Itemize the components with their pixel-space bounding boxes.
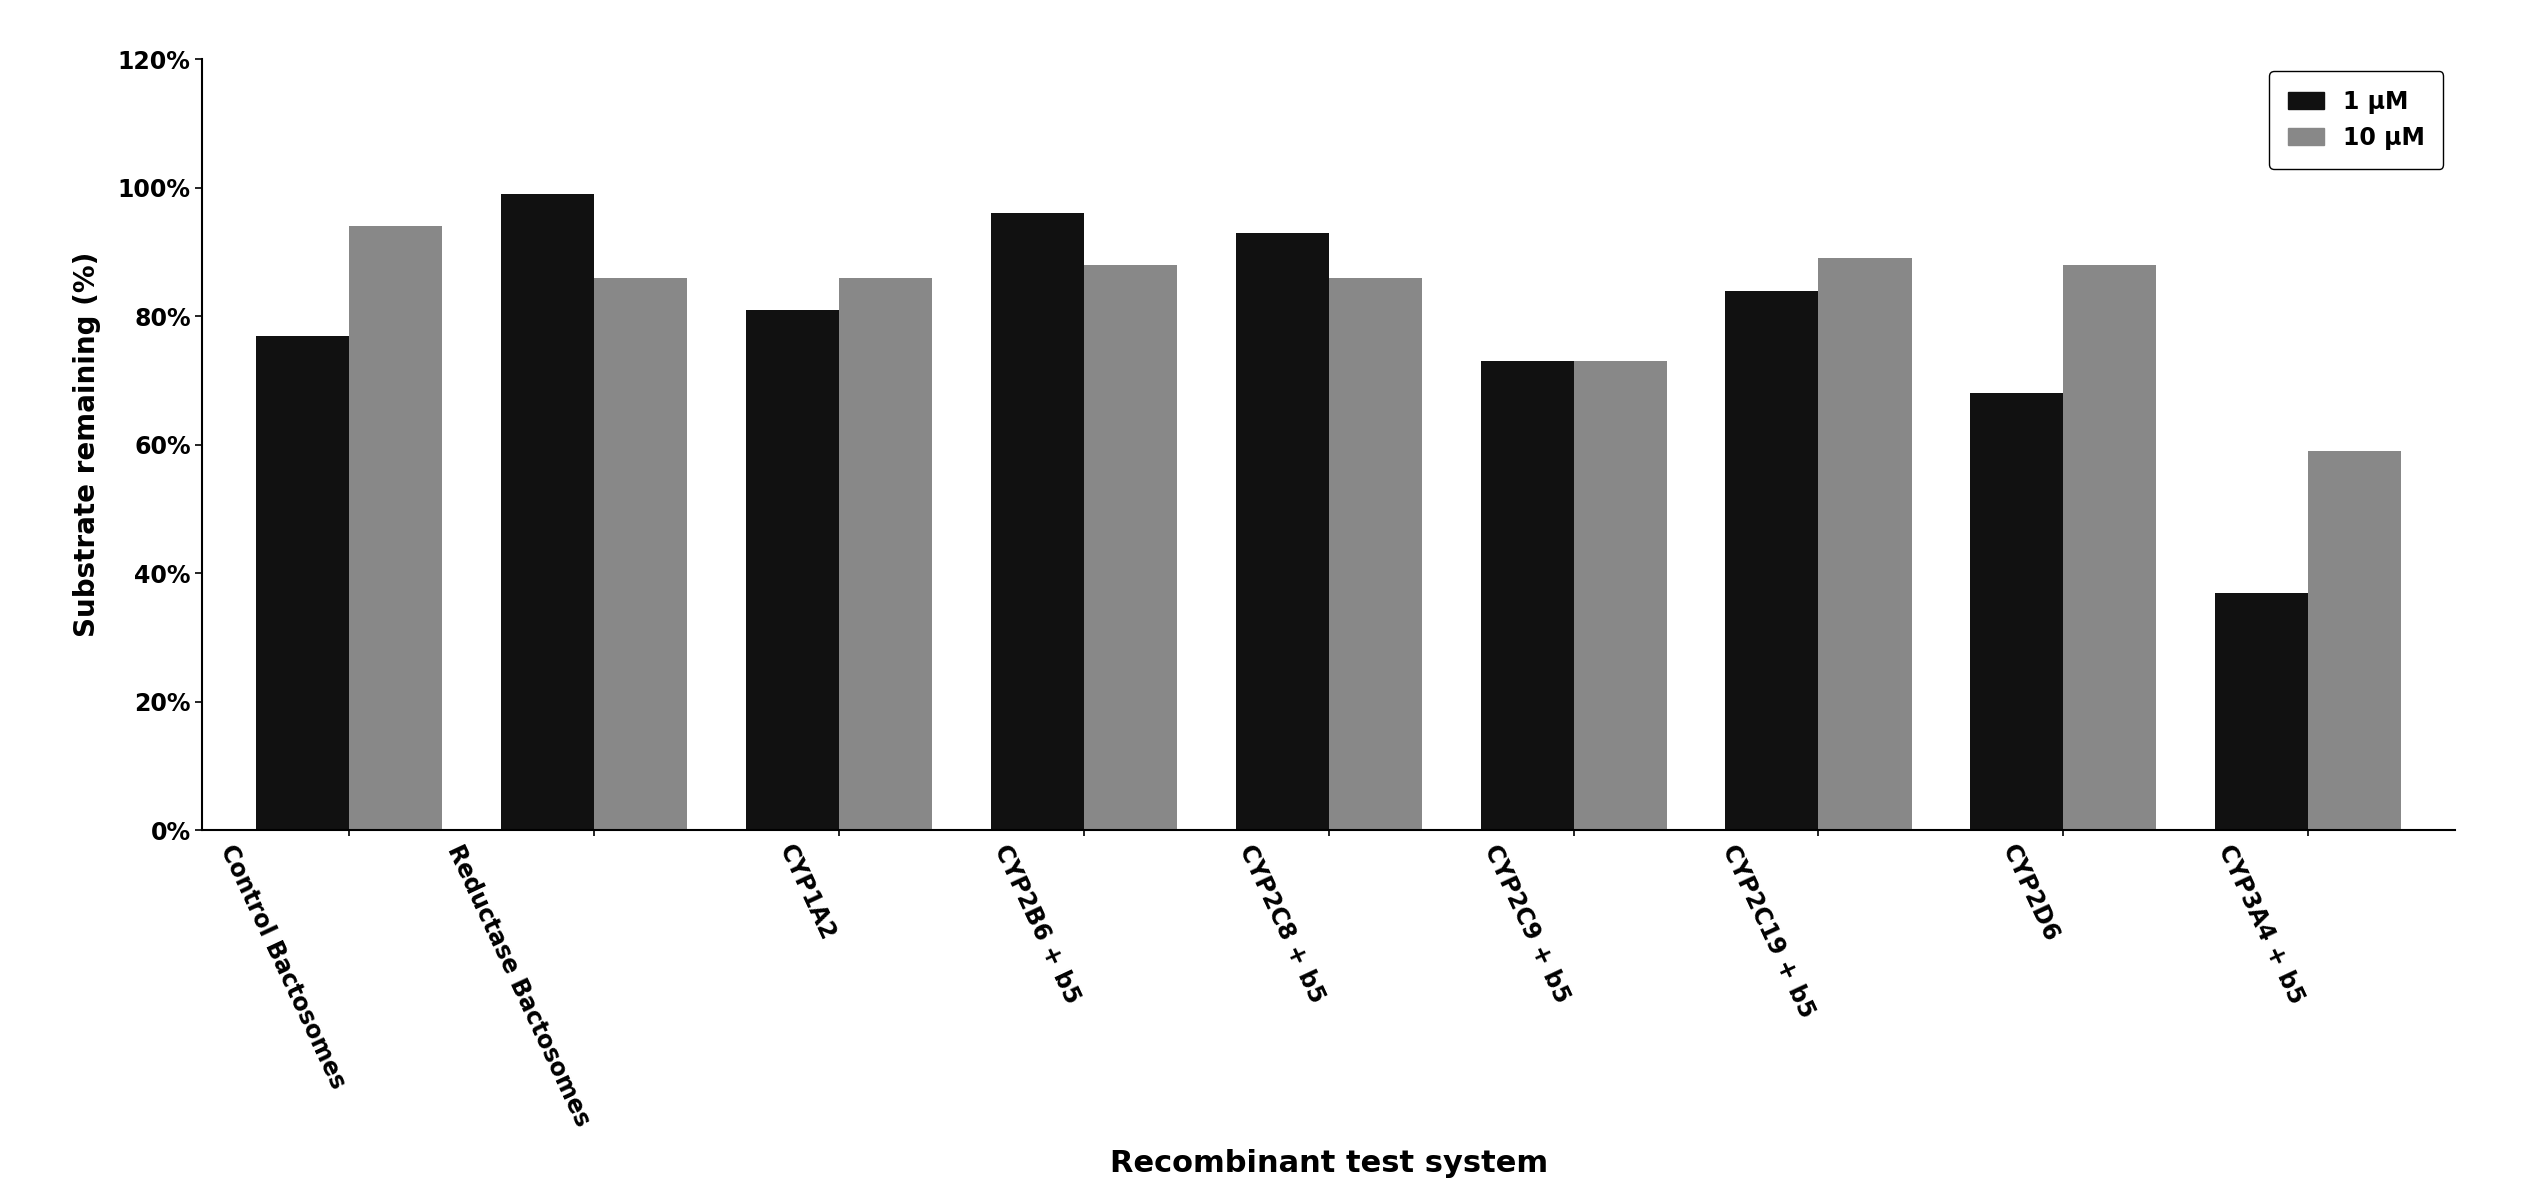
Bar: [1817, 259, 1911, 830]
Bar: [840, 278, 931, 830]
Legend: 1 μM, 10 μM: 1 μM, 10 μM: [2270, 71, 2442, 168]
Bar: [2308, 451, 2402, 830]
Bar: [1574, 362, 1665, 830]
Bar: [1726, 291, 1817, 830]
Bar: [747, 310, 840, 830]
Bar: [1329, 278, 1422, 830]
Bar: [501, 195, 595, 830]
Bar: [349, 227, 443, 830]
Bar: [1969, 394, 2063, 830]
Bar: [2063, 264, 2156, 830]
Bar: [256, 336, 349, 830]
Bar: [595, 278, 688, 830]
Bar: [1481, 362, 1574, 830]
Bar: [2215, 593, 2308, 830]
Y-axis label: Substrate remaining (%): Substrate remaining (%): [73, 253, 101, 637]
Bar: [1235, 232, 1329, 830]
X-axis label: Recombinant test system: Recombinant test system: [1109, 1149, 1549, 1179]
Bar: [992, 213, 1083, 830]
Bar: [1083, 264, 1177, 830]
